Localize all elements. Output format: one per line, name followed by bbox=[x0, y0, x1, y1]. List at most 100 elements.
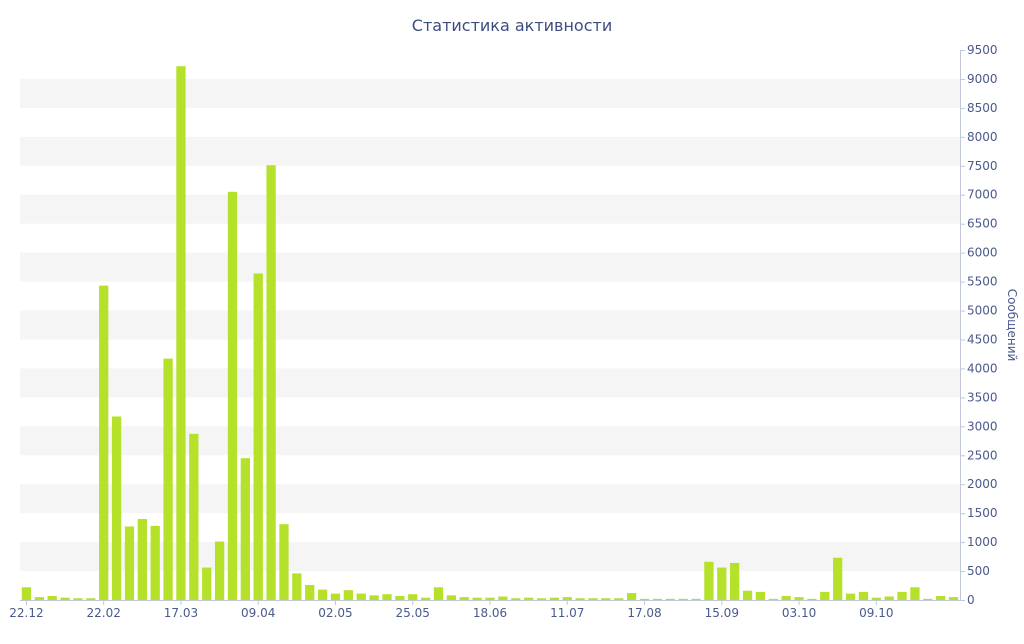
y-tick-label: 500 bbox=[967, 564, 990, 578]
bar bbox=[395, 595, 405, 600]
bar bbox=[279, 524, 289, 600]
y-tick-label: 7000 bbox=[967, 188, 998, 202]
bar bbox=[472, 597, 482, 600]
y-tick-label: 4000 bbox=[967, 361, 998, 375]
bar bbox=[150, 525, 160, 600]
x-tick-label: 09.10 bbox=[859, 606, 893, 620]
grid-band bbox=[20, 368, 960, 398]
bar bbox=[189, 433, 199, 600]
bar bbox=[408, 594, 418, 600]
bar bbox=[176, 66, 186, 600]
y-tick-label: 8000 bbox=[967, 130, 998, 144]
bar bbox=[781, 595, 791, 600]
bar bbox=[768, 598, 778, 600]
bar bbox=[858, 591, 869, 600]
bar bbox=[369, 595, 379, 600]
y-tick-label: 8500 bbox=[967, 101, 998, 115]
bar bbox=[833, 557, 843, 600]
y-tick-label: 9500 bbox=[967, 43, 998, 57]
x-tick-label: 09.04 bbox=[241, 606, 275, 620]
x-tick-label: 25.05 bbox=[396, 606, 430, 620]
bars-group bbox=[21, 66, 959, 600]
bar bbox=[21, 587, 32, 600]
y-tick-label: 9000 bbox=[967, 72, 998, 86]
bar bbox=[923, 598, 933, 600]
bar bbox=[717, 567, 727, 600]
x-tick-label: 22.12 bbox=[9, 606, 43, 620]
bar bbox=[330, 593, 341, 600]
bar bbox=[47, 595, 57, 600]
y-tick-label: 2000 bbox=[967, 477, 998, 491]
bar bbox=[459, 597, 469, 600]
grid-band bbox=[20, 484, 960, 514]
x-tick-label: 22.02 bbox=[87, 606, 121, 620]
bar bbox=[446, 595, 456, 600]
bar bbox=[292, 573, 302, 600]
bar bbox=[820, 591, 830, 600]
bar bbox=[86, 598, 96, 600]
bar bbox=[523, 597, 534, 600]
bar bbox=[485, 597, 495, 600]
x-axis-ticks: 22.12 22.02 17.03 09.04 02.05 25.05 18.06 11.07… bbox=[9, 600, 893, 620]
y-tick-label: 3000 bbox=[967, 419, 998, 433]
bar bbox=[227, 191, 238, 600]
grid-band bbox=[20, 252, 960, 282]
bar bbox=[34, 597, 44, 600]
y-tick-label: 0 bbox=[967, 593, 975, 607]
bar bbox=[549, 597, 560, 600]
y-tick-label: 1500 bbox=[967, 506, 998, 520]
x-tick-label: 11.07 bbox=[550, 606, 584, 620]
bar bbox=[111, 416, 122, 600]
x-tick-label: 03.10 bbox=[782, 606, 816, 620]
bar bbox=[871, 597, 881, 600]
bar bbox=[614, 598, 624, 600]
bar bbox=[433, 587, 444, 600]
bar bbox=[807, 598, 817, 600]
bar bbox=[498, 596, 508, 600]
grid-bands bbox=[20, 78, 960, 572]
bar bbox=[60, 597, 70, 600]
bar bbox=[755, 591, 766, 600]
bar bbox=[356, 593, 366, 600]
bar bbox=[124, 526, 135, 600]
x-tick-label: 15.09 bbox=[705, 606, 739, 620]
x-tick-label: 18.06 bbox=[473, 606, 507, 620]
bar bbox=[266, 165, 276, 600]
bar bbox=[317, 589, 328, 600]
grid-band bbox=[20, 542, 960, 572]
bar bbox=[343, 590, 353, 600]
bar bbox=[665, 598, 675, 600]
y-tick-label: 3500 bbox=[967, 390, 998, 404]
x-tick-label: 17.08 bbox=[627, 606, 661, 620]
y-tick-label: 7500 bbox=[967, 159, 998, 173]
bar bbox=[845, 593, 856, 600]
bar bbox=[99, 285, 109, 600]
bar bbox=[382, 594, 392, 600]
chart-title: Статистика активности bbox=[412, 16, 612, 35]
bar bbox=[253, 273, 263, 600]
bar bbox=[639, 598, 650, 600]
y-tick-label: 6500 bbox=[967, 217, 998, 231]
y-tick-label: 6000 bbox=[967, 246, 998, 260]
y-tick-label: 2500 bbox=[967, 448, 998, 462]
bar bbox=[730, 562, 740, 600]
y-tick-label: 5500 bbox=[967, 275, 998, 289]
grid-band bbox=[20, 310, 960, 340]
bar bbox=[214, 541, 225, 600]
y-axis-ticks: 0 500 1000 1500 2000 2500 3000 3500 4000 4500 5000… bbox=[960, 43, 998, 607]
bar bbox=[305, 584, 315, 600]
bar bbox=[601, 598, 611, 600]
bar bbox=[704, 561, 714, 600]
x-tick-label: 17.03 bbox=[164, 606, 198, 620]
bar bbox=[794, 597, 804, 600]
bar bbox=[948, 597, 959, 600]
bar bbox=[511, 598, 521, 600]
y-tick-label: 5000 bbox=[967, 304, 998, 318]
grid-band bbox=[20, 136, 960, 166]
bar bbox=[420, 597, 431, 600]
grid-band bbox=[20, 194, 960, 224]
bar bbox=[562, 597, 572, 600]
bar bbox=[536, 598, 547, 600]
